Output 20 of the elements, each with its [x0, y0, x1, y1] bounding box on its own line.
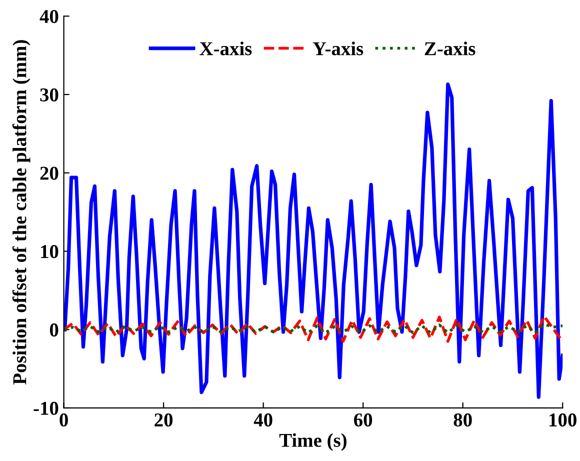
x-tick-label: 60 [354, 413, 372, 427]
y-axis-title: Position offset of the cable platform (mm) [12, 40, 30, 385]
y-tick-label: 20 [40, 166, 58, 180]
y-tick-label: -10 [34, 402, 58, 415]
line-series [64, 322, 563, 334]
y-tick-label: 0 [50, 323, 58, 337]
x-tick-label: 80 [454, 413, 472, 427]
y-tick-label: 40 [40, 10, 58, 24]
x-tick-label: 40 [254, 413, 272, 427]
legend-label: Z-axis [424, 42, 476, 56]
x-tick-label: 100 [550, 413, 576, 427]
x-tick-label: 20 [154, 413, 173, 427]
x-axis-title: Time (s) [279, 433, 346, 451]
y-tick-label: 10 [41, 245, 58, 258]
line-series [64, 82, 563, 399]
line-series [64, 314, 563, 343]
legend-label: X-axis [200, 42, 252, 56]
legend-label: Y-axis [312, 42, 364, 56]
y-tick-label: 30 [40, 88, 58, 102]
x-tick-label: 0 [60, 413, 68, 427]
